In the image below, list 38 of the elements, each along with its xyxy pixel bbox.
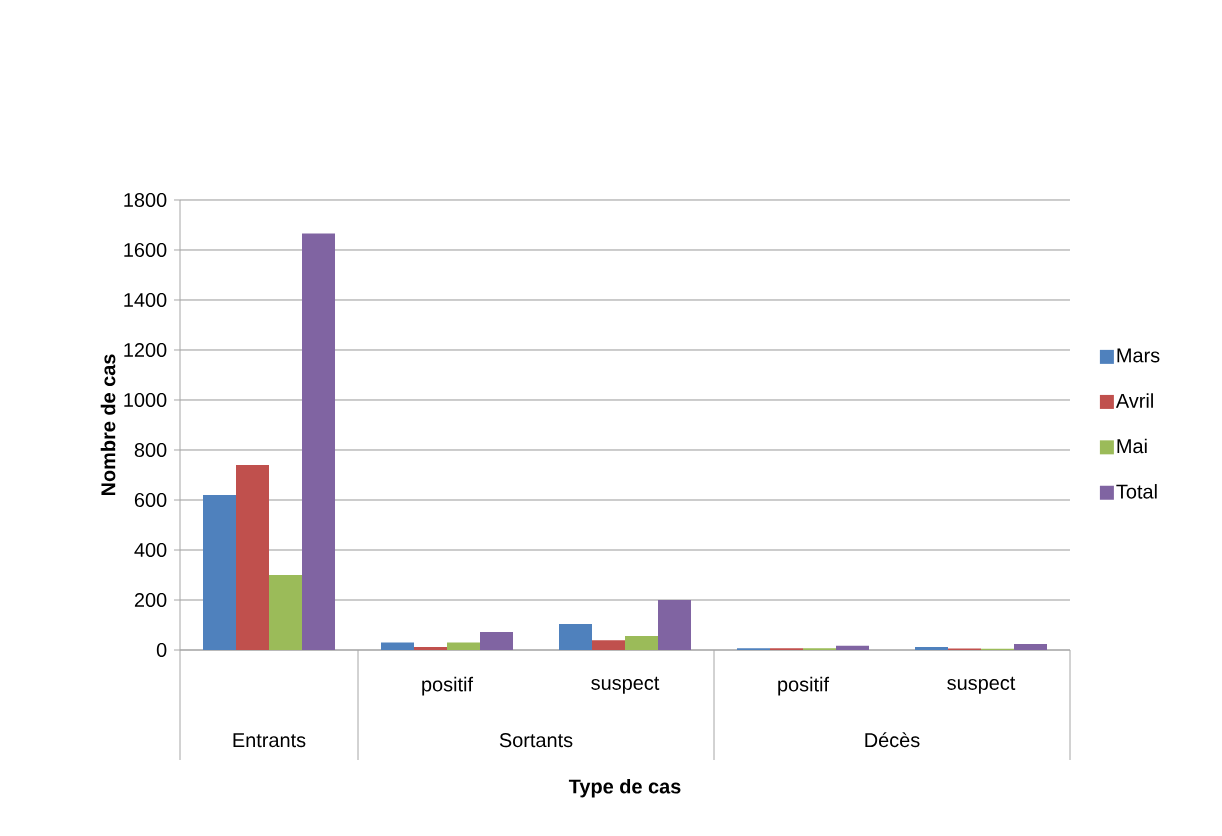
text: Décès	[865, 732, 920, 748]
y-tick-label: 0	[156, 642, 167, 658]
bar	[592, 640, 625, 650]
y-tick-label: 600	[134, 492, 167, 508]
bar	[480, 632, 513, 650]
y-tick-label: 1000	[124, 392, 167, 408]
bar	[269, 575, 302, 650]
y-tick-label: 1200	[124, 342, 167, 358]
bar	[836, 645, 870, 650]
bar	[1014, 644, 1048, 650]
bar	[447, 642, 480, 650]
y-tick-label: 400	[134, 542, 167, 558]
x-tick-label: positif	[422, 676, 474, 696]
bar	[203, 495, 236, 650]
bar	[625, 636, 658, 650]
bar	[302, 233, 335, 650]
text: Sortants	[499, 733, 573, 748]
y-tick-label: 1600	[124, 242, 167, 258]
bar	[414, 647, 447, 650]
x-tick-label: positif	[778, 676, 830, 696]
text: Entrants	[233, 733, 306, 748]
x-tick-label: suspect	[591, 676, 660, 694]
bar	[381, 642, 414, 650]
legend-label: Mars	[1117, 348, 1160, 363]
y-tick-label: 1800	[124, 192, 167, 208]
y-tick-label: 200	[134, 592, 167, 608]
bar	[236, 465, 269, 650]
bar	[559, 624, 592, 650]
bar	[915, 647, 949, 650]
x-axis-title: Type de cas	[568, 778, 681, 798]
legend-label: Avril	[1115, 393, 1153, 408]
y-tick-label: 1400	[124, 292, 167, 308]
y-tick-label: 800	[134, 442, 167, 458]
x-tick-label: suspect	[947, 676, 1016, 694]
bar	[658, 600, 691, 650]
legend-label: Total	[1116, 484, 1157, 499]
legend-label: Mai	[1117, 438, 1147, 454]
y-axis-title: Nombre de cas	[100, 354, 116, 496]
